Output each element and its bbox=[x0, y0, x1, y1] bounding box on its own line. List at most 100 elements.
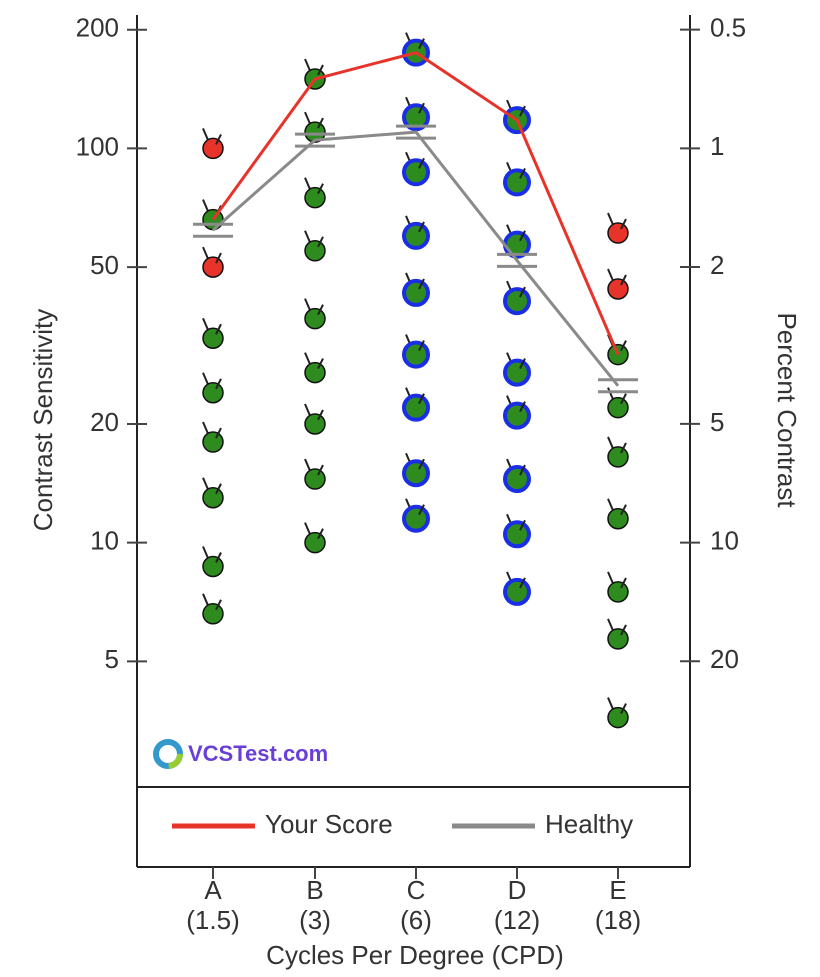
stimulus bbox=[607, 581, 629, 603]
stimulus-flick bbox=[418, 340, 425, 352]
watermark: VCSTest.com bbox=[188, 741, 328, 766]
stimulus bbox=[402, 459, 430, 488]
y2-tick-label: 1 bbox=[710, 131, 724, 161]
stimulus-flick bbox=[620, 442, 627, 454]
stimulus bbox=[402, 393, 430, 422]
stimulus-flick bbox=[519, 401, 526, 413]
stimulus-flick bbox=[620, 393, 627, 405]
series-line bbox=[211, 50, 620, 356]
stimulus bbox=[202, 137, 224, 160]
stimulus-flick bbox=[620, 577, 627, 589]
y2-tick-label: 5 bbox=[710, 407, 724, 437]
stimulus bbox=[304, 121, 326, 143]
stimulus-flick bbox=[519, 519, 526, 531]
stimulus bbox=[402, 340, 430, 369]
stimulus bbox=[503, 287, 531, 316]
stimulus-flick bbox=[215, 483, 222, 495]
x-tick-sublabel: (18) bbox=[595, 905, 641, 935]
x-tick-label: B bbox=[306, 875, 323, 905]
legend-label: Your Score bbox=[265, 809, 393, 839]
stimulus bbox=[607, 396, 629, 419]
stimulus bbox=[402, 278, 430, 307]
y-tick-label: 200 bbox=[76, 13, 119, 43]
y-tick-label: 100 bbox=[76, 131, 119, 161]
stimulus-flick bbox=[418, 278, 425, 290]
stimulus-flick bbox=[620, 504, 627, 516]
stimulus-flick bbox=[519, 105, 526, 117]
stimulus-flick bbox=[519, 167, 526, 179]
stimulus-flick bbox=[215, 323, 222, 335]
series-line bbox=[212, 130, 620, 387]
x-tick-sublabel: (3) bbox=[299, 905, 331, 935]
stimulus bbox=[607, 278, 629, 300]
logo: VCSTest.com bbox=[153, 739, 328, 769]
stimulus-flick bbox=[317, 64, 324, 76]
y-tick-label: 50 bbox=[90, 250, 119, 280]
stimulus-flick bbox=[317, 528, 324, 540]
stimulus bbox=[607, 507, 629, 530]
stimulus bbox=[202, 382, 224, 404]
stimulus-flick bbox=[519, 464, 526, 476]
stimulus-flick bbox=[519, 230, 526, 242]
x-tick-label: E bbox=[609, 875, 626, 905]
stimulus-flick bbox=[620, 218, 627, 230]
stimulus-flick bbox=[418, 458, 425, 470]
stimulus bbox=[202, 256, 224, 278]
stimulus bbox=[304, 468, 326, 490]
stimulus bbox=[304, 413, 326, 435]
y-tick-label: 10 bbox=[90, 526, 119, 556]
x-axis-label: Cycles Per Degree (CPD) bbox=[266, 940, 564, 970]
stimulus bbox=[202, 555, 224, 578]
stimulus bbox=[503, 401, 531, 430]
stimulus-flick bbox=[215, 552, 222, 563]
stimulus-flick bbox=[519, 358, 526, 370]
x-tick-label: D bbox=[508, 875, 527, 905]
stimulus-flick bbox=[519, 286, 526, 298]
y2-tick-label: 10 bbox=[710, 525, 739, 555]
stimulus bbox=[607, 706, 629, 729]
stimulus bbox=[402, 504, 430, 533]
stimulus bbox=[607, 446, 629, 468]
stimulus bbox=[607, 628, 629, 650]
stimulus bbox=[402, 158, 430, 187]
stimulus bbox=[304, 240, 326, 262]
stimulus bbox=[503, 520, 531, 549]
stimulus-flick bbox=[418, 102, 425, 114]
stimulus bbox=[503, 168, 531, 197]
stimulus bbox=[402, 221, 430, 250]
x-tick-sublabel: (6) bbox=[400, 905, 432, 935]
stimulus bbox=[202, 327, 224, 349]
stimulus bbox=[607, 222, 629, 244]
stimulus bbox=[304, 307, 326, 330]
stimulus-flick bbox=[418, 221, 425, 233]
stimulus bbox=[202, 431, 224, 453]
stimulus-flick bbox=[317, 304, 324, 316]
stimulus-flick bbox=[317, 236, 324, 248]
stimulus-flick bbox=[215, 133, 222, 145]
stimulus-flick bbox=[620, 703, 627, 715]
stimulus bbox=[202, 486, 224, 509]
y-tick-label: 5 bbox=[105, 644, 119, 674]
stimulus-flick bbox=[418, 38, 425, 50]
y-axis-label: Contrast Sensitivity bbox=[28, 309, 58, 532]
logo-ring-accent bbox=[153, 739, 183, 769]
stimulus-flick bbox=[418, 157, 425, 169]
x-tick-sublabel: (1.5) bbox=[186, 905, 239, 935]
stimulus bbox=[402, 103, 430, 132]
stimulus-flick bbox=[620, 624, 627, 636]
stimulus-flick bbox=[215, 599, 222, 611]
y2-tick-label: 2 bbox=[710, 250, 724, 280]
x-tick-sublabel: (12) bbox=[494, 905, 540, 935]
legend-label: Healthy bbox=[545, 809, 633, 839]
stimulus bbox=[503, 465, 531, 494]
stimulus bbox=[304, 186, 326, 209]
x-tick-label: A bbox=[204, 875, 222, 905]
y2-axis-label: Percent Contrast bbox=[772, 312, 802, 508]
stimulus-flick bbox=[620, 340, 627, 352]
stimulus-flick bbox=[317, 117, 324, 129]
stimulus-flick bbox=[620, 274, 627, 286]
x-tick-label: C bbox=[407, 875, 426, 905]
stimulus-flick bbox=[418, 504, 425, 516]
stimulus-flick bbox=[317, 358, 324, 370]
stimulus-flick bbox=[215, 378, 222, 390]
